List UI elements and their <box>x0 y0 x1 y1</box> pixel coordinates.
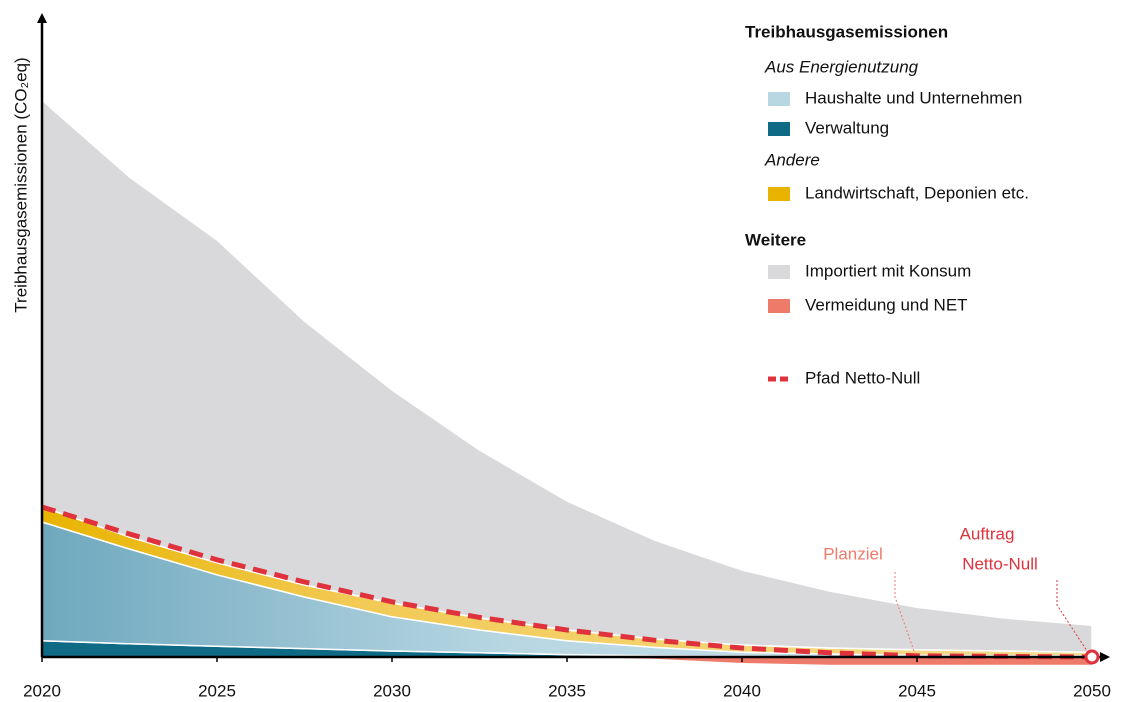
legend-label: Landwirtschaft, Deponien etc. <box>805 183 1029 202</box>
annotation: Netto-Null <box>962 554 1038 573</box>
x-tick-label: 2050 <box>1073 681 1111 700</box>
legend-swatch <box>768 187 790 201</box>
y-axis-label: Treibhausgasemissionen (CO₂eq) <box>11 57 30 312</box>
legend-label: Pfad Netto-Null <box>805 368 920 387</box>
x-tick-label: 2025 <box>198 681 236 700</box>
area <box>42 657 1092 665</box>
x-axis-arrow <box>1100 652 1110 662</box>
y-axis-arrow <box>37 13 47 23</box>
x-tick-label: 2045 <box>898 681 936 700</box>
legend-label: Haushalte und Unternehmen <box>805 88 1022 107</box>
legend-label: Vermeidung und NET <box>805 295 968 314</box>
x-tick-label: 2035 <box>548 681 586 700</box>
end-marker <box>1084 649 1100 665</box>
annotation-leader <box>894 572 916 655</box>
legend-swatch <box>768 92 790 106</box>
legend-label: Importiert mit Konsum <box>805 261 971 280</box>
annotation-leader <box>1056 580 1090 655</box>
x-tick-label: 2040 <box>723 681 761 700</box>
legend-swatch <box>768 122 790 136</box>
annotation: Auftrag <box>960 524 1015 543</box>
legend-label: Verwaltung <box>805 118 889 137</box>
legend-swatch <box>768 299 790 313</box>
legend-group: Andere <box>764 150 820 169</box>
legend-heading: Weitere <box>745 230 806 249</box>
legend-heading: Treibhausgasemissionen <box>745 22 948 41</box>
x-tick-label: 2020 <box>23 681 61 700</box>
legend-group: Aus Energienutzung <box>764 57 919 76</box>
x-tick-label: 2030 <box>373 681 411 700</box>
legend-swatch <box>768 265 790 279</box>
annotation: Planziel <box>823 544 883 563</box>
